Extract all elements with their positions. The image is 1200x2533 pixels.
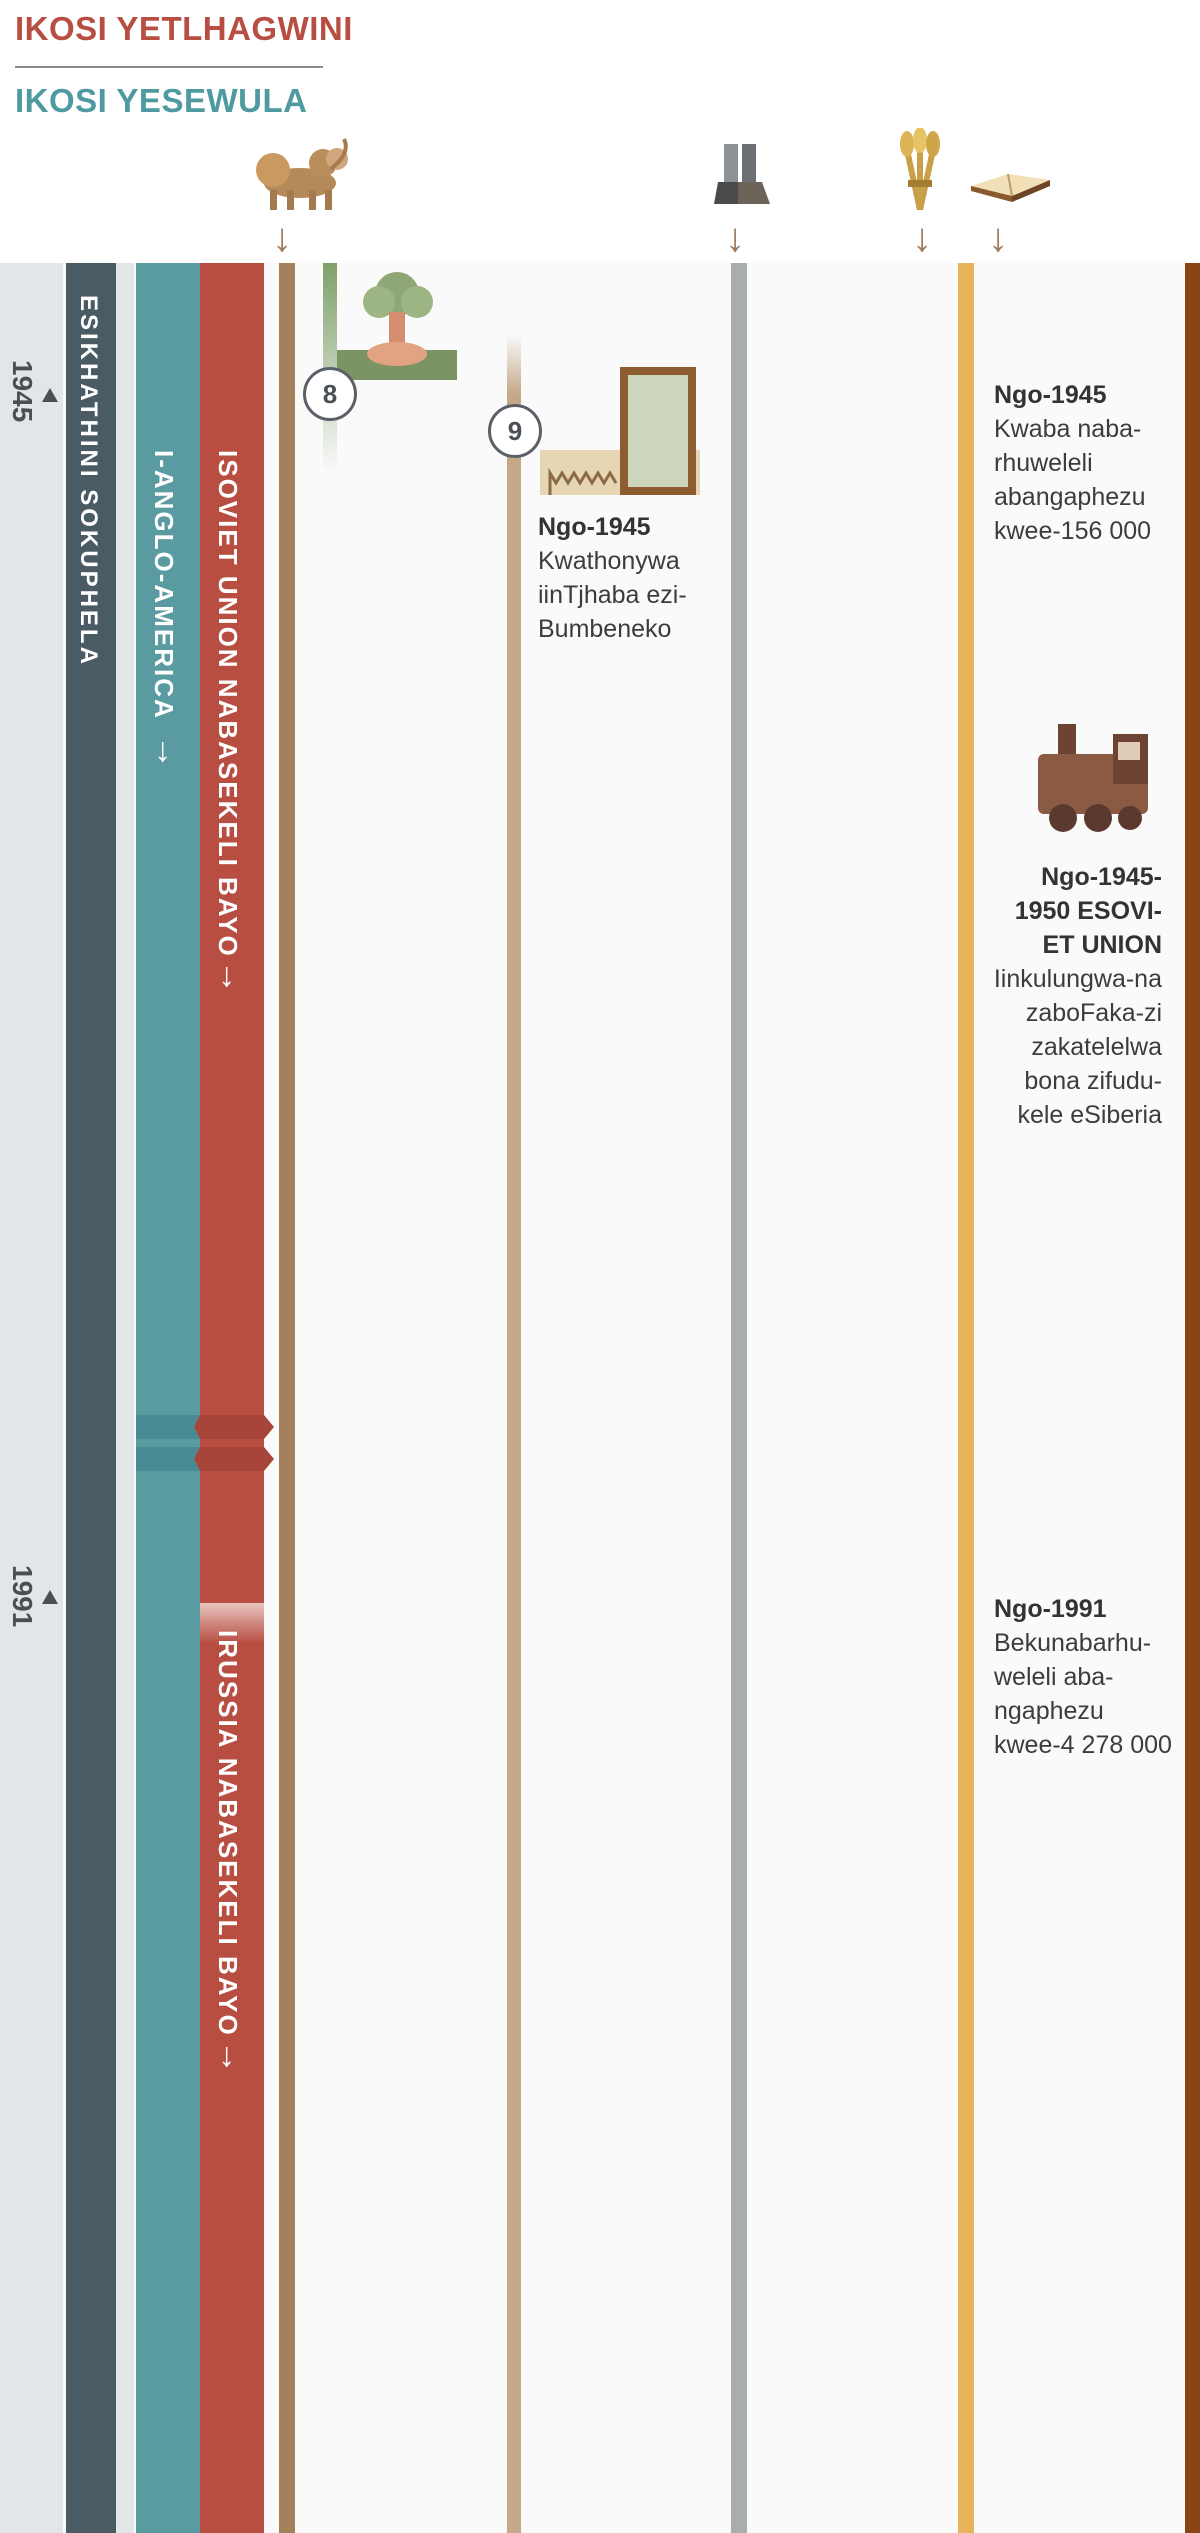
separator-strip xyxy=(115,263,134,2533)
lion-down-arrow: ↓ xyxy=(272,216,292,260)
gold-line xyxy=(958,263,974,2533)
publishers-1991-date: Ngo-1991 xyxy=(994,1595,1107,1623)
un-building-icon xyxy=(540,367,700,495)
soviet-union-arrow: → xyxy=(213,960,251,996)
years-column xyxy=(0,263,63,2533)
lion-beast-icon xyxy=(256,138,348,210)
siberia-date: Ngo-1945-1950 ESOVI-ET UNION xyxy=(1014,863,1162,959)
year-1991-marker xyxy=(42,1590,58,1604)
publishers-1991-text: Bekunabarhu-weleli aba-ngaphezu kwee-4 2… xyxy=(994,1629,1172,1759)
wheat-sheaf-icon xyxy=(900,128,940,210)
russia-label: IRUSSIA NABASEKELI BAYO xyxy=(213,1630,243,2037)
publishers-1945-caption: Ngo-1945 Kwaba naba-rhuweleli abangaphez… xyxy=(994,378,1174,548)
siberia-caption: Ngo-1945-1950 ESOVI-ET UNION Iinkulungwa… xyxy=(990,860,1162,1132)
iron-clay-feet-icon xyxy=(714,144,770,204)
anglo-america-band xyxy=(136,263,200,2533)
title-king-of-the-north: IKOSI YESEWULA xyxy=(15,82,308,119)
bronze-line xyxy=(279,263,295,2533)
tan-line xyxy=(507,335,521,2533)
year-1945-marker xyxy=(42,388,58,402)
soviet-union-label: ISOVIET UNION NABASEKELI BAYO xyxy=(213,450,243,958)
russia-band-fade xyxy=(200,1603,264,1643)
bible-down-arrow: ↓ xyxy=(988,216,1008,260)
russia-band xyxy=(200,1603,264,2533)
last-days-band xyxy=(66,263,116,2533)
year-1945: 1945 xyxy=(7,360,38,423)
publishers-1945-date: Ngo-1945 xyxy=(994,381,1107,409)
last-days-label: ESIKHATHINI SOKUPHELA xyxy=(75,295,102,667)
clash-chevrons xyxy=(136,1415,274,1471)
title-divider xyxy=(15,66,323,68)
open-bible-icon xyxy=(971,173,1050,202)
anglo-america-label: I-ANGLO-AMERICA xyxy=(149,450,179,720)
iron-clay-line xyxy=(731,263,747,2533)
anglo-america-arrow: → xyxy=(149,735,187,771)
publishers-1945-text: Kwaba naba-rhuweleli abangaphezu kwee-15… xyxy=(994,415,1152,545)
wheat-down-arrow: ↓ xyxy=(912,216,932,260)
marker-8: 8 xyxy=(303,367,357,421)
atomic-bomb-icon xyxy=(337,272,457,380)
feet-down-arrow: ↓ xyxy=(725,216,745,260)
rust-line xyxy=(1185,263,1200,2533)
siberia-text: Iinkulungwa-na zaboFaka-zi zakatelelwa b… xyxy=(993,965,1162,1129)
russia-arrow: → xyxy=(213,2040,251,2076)
un-date: Ngo-1945 xyxy=(538,513,651,541)
publishers-1991-caption: Ngo-1991 Bekunabarhu-weleli aba-ngaphezu… xyxy=(994,1592,1174,1762)
year-1991: 1991 xyxy=(7,1565,38,1628)
steam-train-icon xyxy=(1038,724,1148,832)
un-caption: Ngo-1945 Kwathonywa iinTjhaba ezi-Bumben… xyxy=(538,510,708,646)
un-text: Kwathonywa iinTjhaba ezi-Bumbeneko xyxy=(538,547,687,643)
soviet-union-band xyxy=(200,263,264,1603)
marker-9: 9 xyxy=(488,404,542,458)
title-king-of-the-south: IKOSI YETLHAGWINI xyxy=(15,10,353,47)
